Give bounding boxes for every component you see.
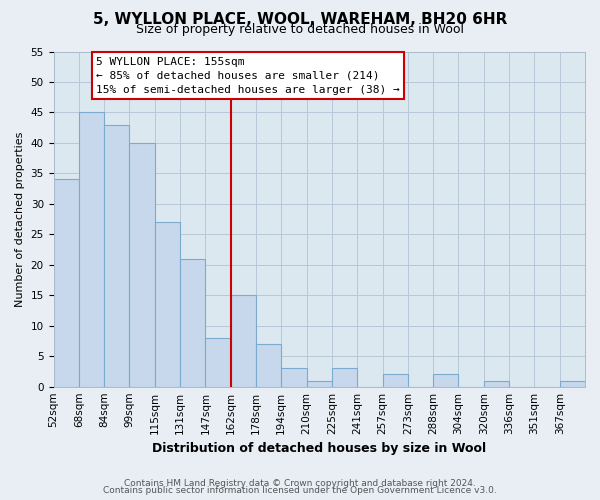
Bar [180, 258, 205, 386]
Text: 5, WYLLON PLACE, WOOL, WAREHAM, BH20 6HR: 5, WYLLON PLACE, WOOL, WAREHAM, BH20 6HR [93, 12, 507, 28]
Bar [281, 368, 307, 386]
Bar [433, 374, 458, 386]
Bar [560, 380, 585, 386]
Bar [79, 112, 104, 386]
Bar [383, 374, 408, 386]
Bar [256, 344, 281, 387]
Bar [53, 180, 79, 386]
Bar [130, 143, 155, 386]
Text: Size of property relative to detached houses in Wool: Size of property relative to detached ho… [136, 22, 464, 36]
Bar [104, 124, 130, 386]
Bar [484, 380, 509, 386]
Text: Contains public sector information licensed under the Open Government Licence v3: Contains public sector information licen… [103, 486, 497, 495]
Bar [155, 222, 180, 386]
Bar [230, 296, 256, 386]
Y-axis label: Number of detached properties: Number of detached properties [15, 132, 25, 307]
Text: 5 WYLLON PLACE: 155sqm
← 85% of detached houses are smaller (214)
15% of semi-de: 5 WYLLON PLACE: 155sqm ← 85% of detached… [96, 56, 400, 94]
Bar [307, 380, 332, 386]
Bar [205, 338, 230, 386]
X-axis label: Distribution of detached houses by size in Wool: Distribution of detached houses by size … [152, 442, 487, 455]
Text: Contains HM Land Registry data © Crown copyright and database right 2024.: Contains HM Land Registry data © Crown c… [124, 478, 476, 488]
Bar [332, 368, 357, 386]
